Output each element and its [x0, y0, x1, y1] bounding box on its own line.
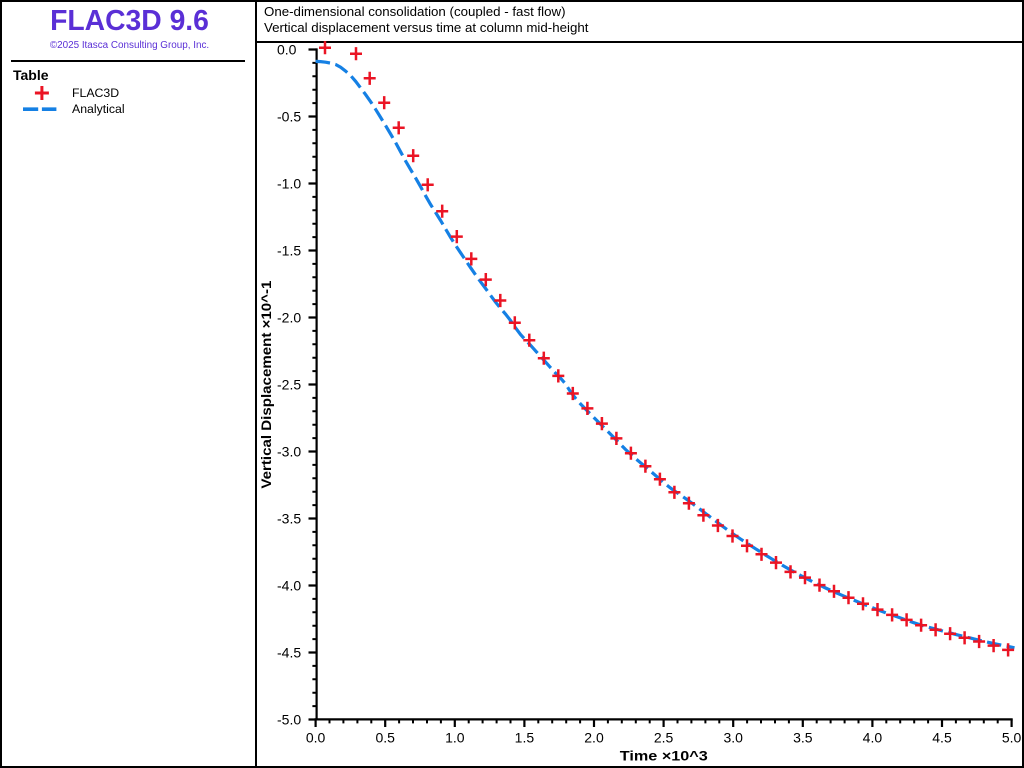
svg-text:-2.0: -2.0 — [277, 310, 301, 326]
svg-text:-3.5: -3.5 — [277, 511, 301, 527]
svg-text:1.0: 1.0 — [445, 730, 465, 746]
svg-text:5.0: 5.0 — [1002, 730, 1022, 746]
svg-text:0.5: 0.5 — [375, 730, 395, 746]
svg-text:2.0: 2.0 — [584, 730, 604, 746]
svg-text:0.0: 0.0 — [277, 42, 297, 58]
svg-text:-3.0: -3.0 — [277, 444, 301, 460]
svg-text:Time ×10^3: Time ×10^3 — [620, 748, 708, 764]
svg-text:-1.0: -1.0 — [277, 176, 301, 192]
svg-text:-2.5: -2.5 — [277, 377, 301, 393]
svg-text:-4.5: -4.5 — [277, 645, 301, 661]
svg-text:4.0: 4.0 — [863, 730, 883, 746]
svg-text:4.5: 4.5 — [932, 730, 952, 746]
svg-text:-5.0: -5.0 — [277, 712, 301, 728]
svg-text:2.5: 2.5 — [654, 730, 674, 746]
svg-text:0.0: 0.0 — [306, 730, 326, 746]
svg-text:-4.0: -4.0 — [277, 578, 301, 594]
svg-text:3.0: 3.0 — [723, 730, 743, 746]
svg-text:3.5: 3.5 — [793, 730, 813, 746]
svg-text:-1.5: -1.5 — [277, 243, 301, 259]
svg-text:Vertical Displacement ×10^-1: Vertical Displacement ×10^-1 — [258, 280, 274, 488]
svg-text:1.5: 1.5 — [515, 730, 535, 746]
svg-text:-0.5: -0.5 — [277, 109, 301, 125]
